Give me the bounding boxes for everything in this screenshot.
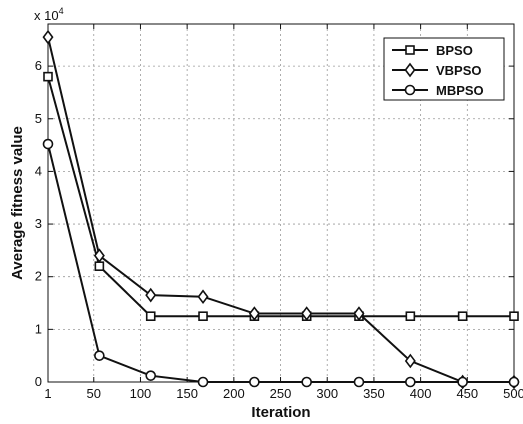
- data-point-bpso: [457, 311, 468, 321]
- data-point-bpso: [198, 311, 208, 321]
- y-tick-label: 3: [35, 216, 42, 231]
- legend-marker-mbpso: [404, 84, 416, 96]
- data-point-mbpso: [145, 370, 157, 381]
- data-point-vbpso: [93, 248, 105, 263]
- data-point-vbpso: [197, 289, 209, 305]
- data-point-bpso: [43, 71, 53, 82]
- x-tick-label: 500: [503, 386, 523, 401]
- legend-marker-vbpso: [404, 62, 416, 78]
- data-point-bpso: [94, 261, 105, 271]
- x-axis-label: Iteration: [251, 404, 310, 421]
- data-point-bpso: [145, 311, 156, 321]
- x-tick-label: 400: [410, 386, 432, 401]
- data-point-mbpso: [94, 350, 105, 361]
- x-tick-label: 50: [87, 386, 101, 401]
- data-point-mbpso: [42, 138, 54, 150]
- data-point-bpso: [509, 311, 519, 321]
- data-point-mbpso: [457, 376, 468, 388]
- series-bpso: [43, 71, 519, 321]
- data-point-mbpso: [508, 376, 520, 388]
- series-line-mbpso: [47, 143, 514, 383]
- series-layer: [42, 29, 520, 390]
- legend-marker-bpso: [405, 45, 415, 55]
- legend: BPSO VBPSO MBPSO: [383, 37, 505, 101]
- data-point-mbpso: [301, 376, 312, 388]
- data-point-vbpso: [404, 353, 416, 369]
- x-tick-label: 250: [270, 386, 292, 401]
- x-tick-label: 300: [316, 386, 338, 401]
- data-point-mbpso: [249, 376, 260, 388]
- data-point-vbpso: [301, 306, 313, 321]
- y-tick-label: 4: [35, 163, 42, 178]
- data-point-mbpso: [353, 376, 365, 388]
- legend-label-mbpso: MBPSO: [436, 83, 484, 98]
- data-point-mbpso: [405, 376, 416, 388]
- series-line-bpso: [47, 76, 514, 318]
- y-exponent-power: 4: [59, 6, 64, 16]
- y-tick-label: 6: [35, 58, 42, 73]
- y-axis-label: Average fitness value: [9, 126, 26, 280]
- series-mbpso: [42, 138, 520, 388]
- y-tick-label: 5: [35, 111, 42, 126]
- data-point-bpso: [405, 311, 416, 321]
- y-tick-label: 0: [35, 374, 42, 389]
- legend-label-vbpso: VBPSO: [436, 63, 482, 78]
- data-point-vbpso: [353, 306, 365, 321]
- series-vbpso: [42, 29, 520, 390]
- x-tick-label: 350: [363, 386, 385, 401]
- series-line-vbpso: [47, 36, 514, 383]
- x-tick-label: 200: [223, 386, 245, 401]
- y-tick-label: 1: [35, 321, 42, 336]
- data-point-vbpso: [145, 287, 157, 303]
- y-tick-label: 2: [35, 269, 42, 284]
- x-tick-label: 150: [176, 386, 198, 401]
- x-tick-label: 1: [44, 386, 51, 401]
- data-point-vbpso: [248, 306, 260, 321]
- data-point-vbpso: [42, 29, 54, 45]
- x-tick-label: 100: [130, 386, 152, 401]
- data-point-mbpso: [197, 376, 209, 388]
- x-tick-label: 450: [456, 386, 478, 401]
- y-exponent-label: x 104: [34, 6, 64, 23]
- legend-label-bpso: BPSO: [436, 43, 473, 58]
